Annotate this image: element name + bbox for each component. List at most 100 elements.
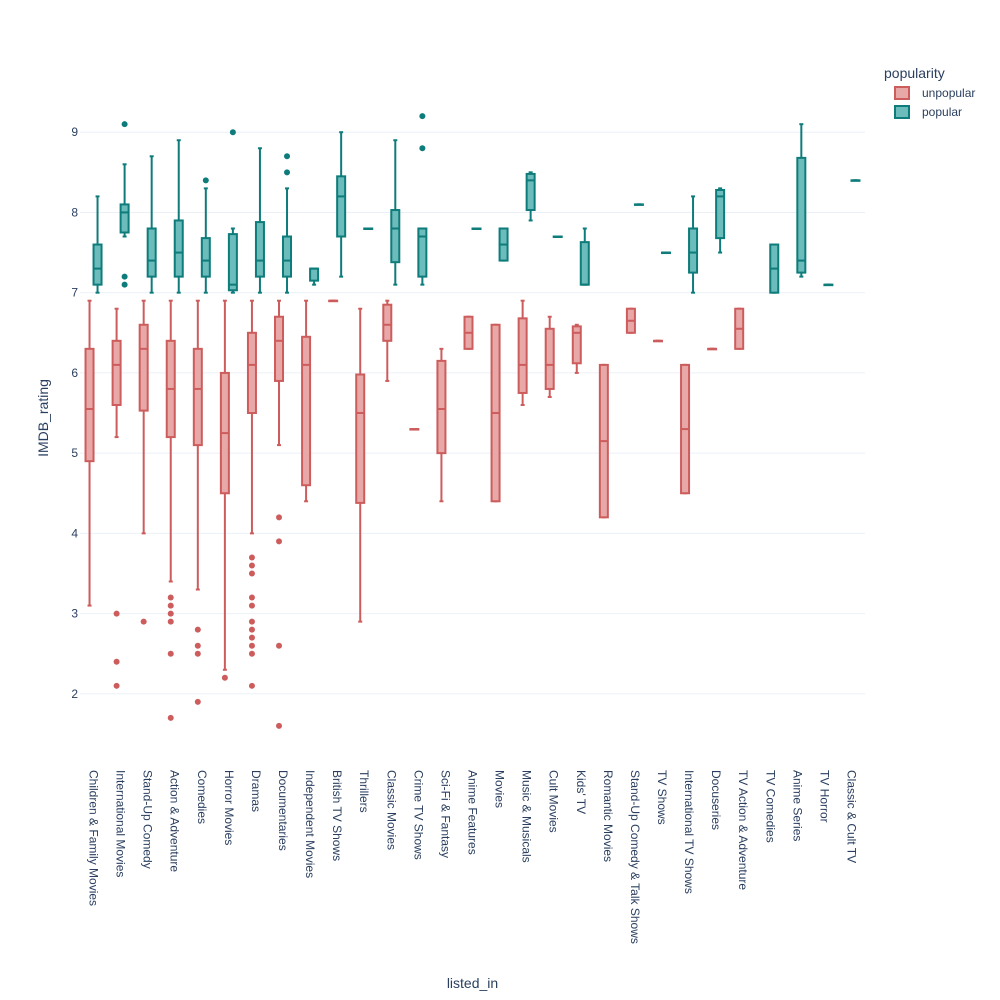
box-unpopular (517, 299, 528, 406)
x-tick-label: International TV Shows (682, 770, 696, 894)
outlier-point (248, 594, 255, 601)
box-unpopular (436, 347, 447, 503)
x-tick-label: Docuseries (709, 770, 723, 830)
outlier-point (167, 714, 174, 721)
box-body (84, 347, 95, 463)
outlier-point (202, 177, 209, 184)
box-body (525, 172, 536, 212)
x-tick-label: Stand-Up Comedy & Talk Shows (628, 770, 642, 944)
outlier-point (167, 602, 174, 609)
box-body (688, 227, 699, 274)
outlier-point (194, 642, 201, 649)
outlier-point (284, 153, 291, 160)
box-body (200, 237, 211, 278)
box-unpopular (138, 299, 149, 625)
box-body (274, 315, 285, 382)
outlier-point (248, 570, 255, 577)
y-tick-label: 6 (71, 366, 78, 380)
outlier-point (194, 650, 201, 657)
box-unpopular (680, 363, 691, 495)
box-popular (769, 243, 780, 294)
box-body (138, 323, 149, 412)
box-popular (200, 177, 211, 294)
legend-title: popularity (884, 65, 945, 81)
box-body (544, 327, 555, 390)
x-tick-label: Action & Adventure (168, 770, 182, 872)
outlier-point (167, 610, 174, 617)
box-popular (336, 131, 347, 278)
box-body (246, 331, 257, 415)
box-unpopular (544, 315, 555, 398)
box-popular (92, 195, 103, 294)
box-popular (579, 227, 590, 286)
x-tick-label: Kids' TV (574, 770, 588, 814)
box-popular (688, 195, 699, 294)
box-unpopular (707, 347, 718, 351)
outlier-point (194, 626, 201, 633)
box-unpopular (625, 307, 636, 334)
x-tick-label: Horror Movies (222, 770, 236, 845)
outlier-point (229, 129, 236, 136)
outlier-point (419, 113, 426, 120)
box-popular (227, 129, 238, 294)
box-unpopular (355, 307, 366, 623)
box-popular (552, 235, 563, 239)
box-unpopular (571, 323, 582, 374)
box-body (436, 359, 447, 455)
x-tick-label: Anime Features (466, 770, 480, 855)
x-tick-label: Movies (493, 770, 507, 808)
box-body (579, 241, 590, 286)
series-popular (92, 113, 861, 294)
x-tick-label: Anime Series (790, 770, 804, 841)
legend: popularity unpopular popular (884, 65, 975, 119)
outlier-point (248, 618, 255, 625)
box-unpopular (463, 315, 474, 350)
box-popular (498, 227, 509, 262)
box-body (309, 267, 320, 282)
box-unpopular (328, 299, 339, 303)
y-tick-label: 4 (71, 526, 78, 540)
x-tick-label: Dramas (249, 770, 263, 812)
outlier-point (248, 562, 255, 569)
box-popular (796, 123, 807, 278)
box-body (173, 219, 184, 278)
box-popular (390, 139, 401, 286)
outlier-point (276, 538, 283, 545)
x-tick-label: Music & Musicals (520, 770, 534, 863)
outlier-point (248, 682, 255, 689)
box-unpopular (165, 299, 176, 721)
outlier-point (248, 634, 255, 641)
x-tick-label: Sci-Fi & Fantasy (438, 770, 452, 858)
outlier-point (167, 594, 174, 601)
box-body (382, 303, 393, 342)
outlier-point (121, 281, 128, 288)
outlier-point (248, 650, 255, 657)
legend-label: unpopular (922, 86, 975, 100)
x-tick-label: Children & Family Movies (87, 770, 101, 906)
box-popular (715, 187, 726, 254)
outlier-point (121, 273, 128, 280)
box-body (254, 221, 265, 278)
y-axis-title: IMDB_rating (35, 379, 51, 457)
x-tick-label: Documentaries (276, 770, 290, 851)
outlier-point (167, 618, 174, 625)
box-popular (146, 155, 157, 294)
box-unpopular (409, 428, 420, 431)
box-body (517, 317, 528, 394)
x-tick-label: Independent Movies (303, 770, 317, 878)
box-unpopular (84, 299, 95, 607)
box-body (336, 175, 347, 238)
outlier-point (121, 121, 128, 128)
outlier-point (167, 650, 174, 657)
x-tick-label: Thrillers (357, 770, 371, 813)
legend-swatch (894, 86, 910, 100)
outlier-point (221, 674, 228, 681)
x-axis-ticks: Children & Family Movies International Mo… (87, 770, 859, 944)
box-body (111, 339, 122, 407)
outlier-point (284, 169, 291, 176)
y-tick-label: 7 (71, 286, 78, 300)
outlier-point (276, 722, 283, 729)
box-unpopular (192, 299, 203, 705)
x-tick-label: TV Comedies (763, 770, 777, 843)
legend-item-popular: popular (894, 105, 962, 119)
